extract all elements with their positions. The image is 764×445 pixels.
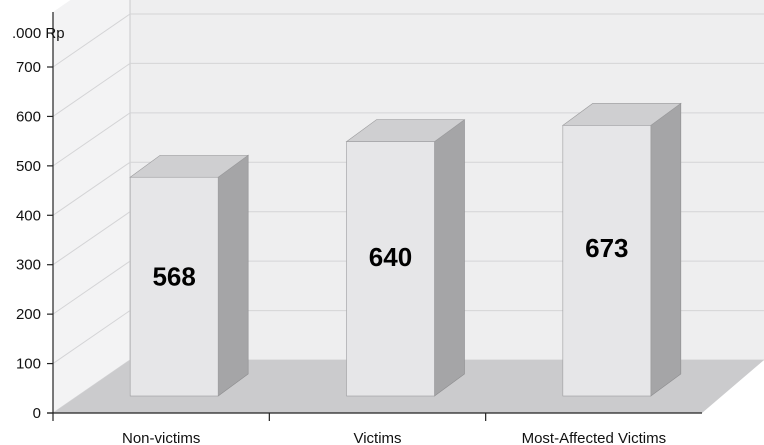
gridline-side <box>52 161 131 216</box>
bar-1 <box>129 154 250 397</box>
y-tick-label: 600 <box>16 108 41 125</box>
data-label: 568 <box>152 262 195 292</box>
y-tick-label: 0 <box>33 405 41 422</box>
axes <box>47 12 702 421</box>
gridline-side <box>52 63 131 117</box>
y-tick-label: 700 <box>16 59 41 76</box>
gridline-side <box>52 260 131 315</box>
bar-side <box>650 102 682 397</box>
bar-2 <box>345 119 466 397</box>
side-wall <box>53 0 130 413</box>
y-tick-label: 100 <box>16 356 41 373</box>
gridline-side <box>52 112 131 167</box>
y-tick-label: 400 <box>16 207 41 224</box>
bar-front <box>129 176 219 397</box>
y-axis-unit-label: .000 Rp <box>12 25 65 42</box>
category-label: Non-victims <box>122 430 200 445</box>
labels: 0 100 200 300 400 500 600 700 .000 Rp 568 Non-vict… <box>12 25 666 445</box>
category-label: Most-Affected Victims <box>522 430 667 445</box>
data-label: 673 <box>585 233 628 263</box>
bars <box>129 102 682 397</box>
y-tick-label: 300 <box>16 257 41 274</box>
bar-3 <box>561 102 682 397</box>
y-tick-label: 200 <box>16 306 41 323</box>
data-label: 640 <box>369 242 412 272</box>
category-label: Victims <box>353 430 401 445</box>
gridline-side <box>52 13 131 68</box>
bar-side <box>434 119 465 397</box>
y-tick-label: 500 <box>16 158 41 175</box>
gridline-side <box>52 310 131 364</box>
bar-front <box>562 125 652 397</box>
bar-front <box>346 141 435 397</box>
bar-side <box>217 154 249 397</box>
gridline-side <box>52 211 131 266</box>
